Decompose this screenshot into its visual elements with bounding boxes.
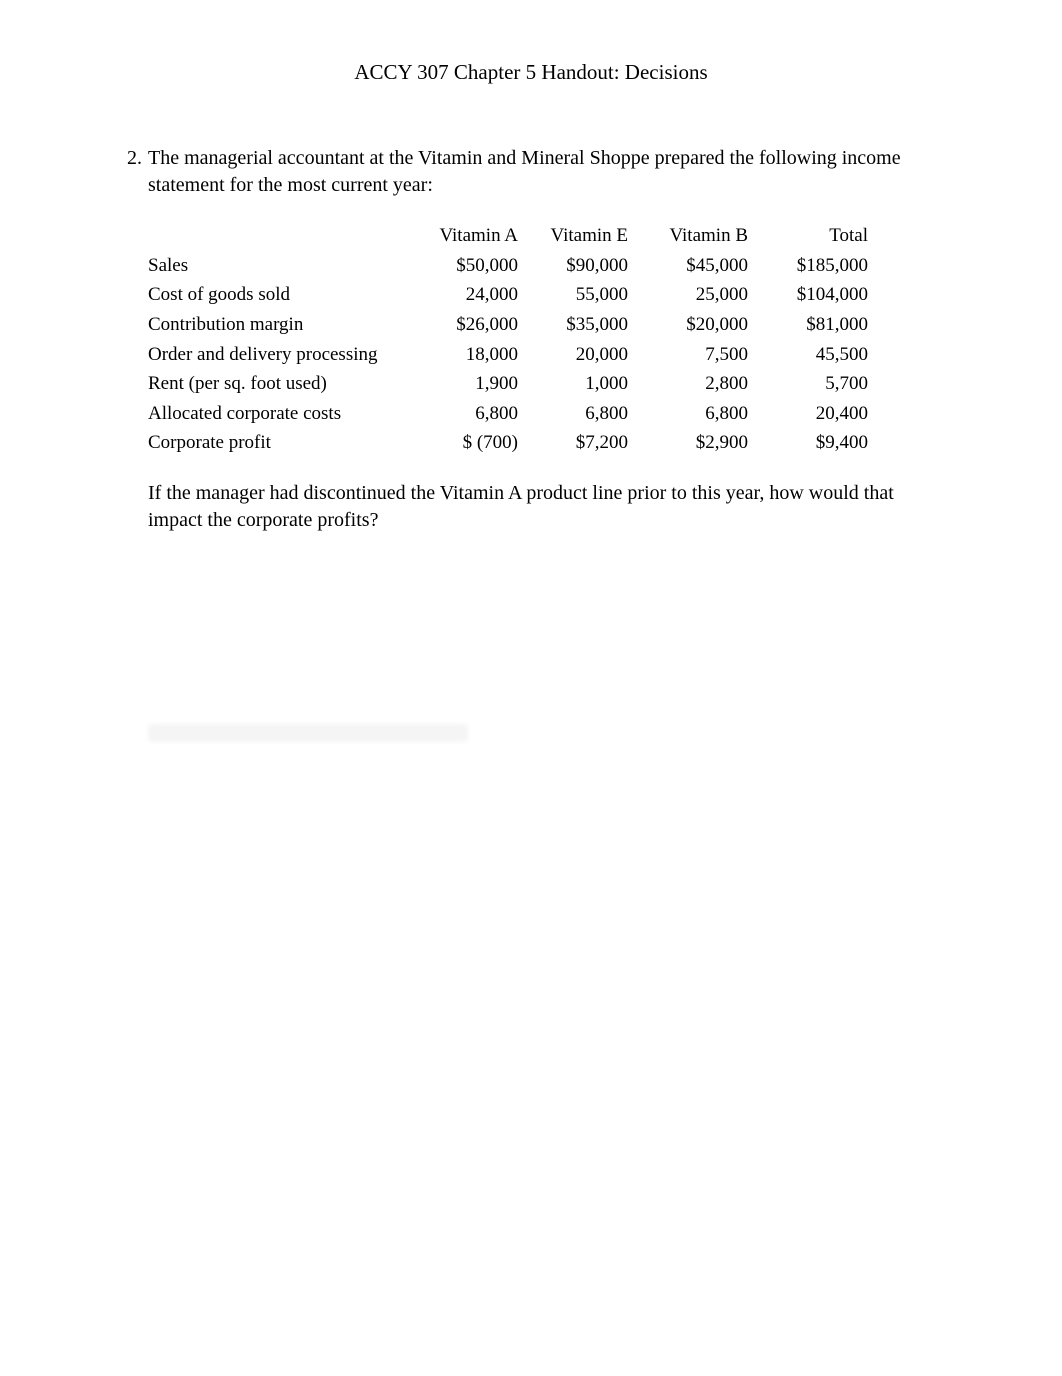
table-row: Rent (per sq. foot used) 1,900 1,000 2,8… xyxy=(148,369,868,399)
cell: 20,400 xyxy=(748,399,868,429)
question-body: The managerial accountant at the Vitamin… xyxy=(148,145,942,742)
question-block: 2. The managerial accountant at the Vita… xyxy=(120,145,942,742)
question-followup: If the manager had discontinued the Vita… xyxy=(148,480,942,534)
cell: 7,500 xyxy=(628,340,748,370)
cell: $9,400 xyxy=(748,428,868,458)
header-vitamin-b: Vitamin B xyxy=(628,221,748,251)
cell: $2,900 xyxy=(628,428,748,458)
cell: $81,000 xyxy=(748,310,868,340)
table-row: Contribution margin $26,000 $35,000 $20,… xyxy=(148,310,868,340)
cell: 1,000 xyxy=(518,369,628,399)
page-title: ACCY 307 Chapter 5 Handout: Decisions xyxy=(120,60,942,85)
cell: $50,000 xyxy=(408,251,518,281)
cell: 55,000 xyxy=(518,280,628,310)
row-label: Cost of goods sold xyxy=(148,280,408,310)
cell: $90,000 xyxy=(518,251,628,281)
row-label: Sales xyxy=(148,251,408,281)
cell: $7,200 xyxy=(518,428,628,458)
cell: 5,700 xyxy=(748,369,868,399)
row-label: Corporate profit xyxy=(148,428,408,458)
cell: 24,000 xyxy=(408,280,518,310)
cell: 20,000 xyxy=(518,340,628,370)
row-label: Rent (per sq. foot used) xyxy=(148,369,408,399)
cell: 45,500 xyxy=(748,340,868,370)
cell: 18,000 xyxy=(408,340,518,370)
table-row: Corporate profit $ (700) $7,200 $2,900 $… xyxy=(148,428,868,458)
row-label: Allocated corporate costs xyxy=(148,399,408,429)
row-label: Contribution margin xyxy=(148,310,408,340)
cell: 6,800 xyxy=(518,399,628,429)
blurred-region xyxy=(148,724,468,742)
cell: $45,000 xyxy=(628,251,748,281)
header-vitamin-e: Vitamin E xyxy=(518,221,628,251)
table-row: Cost of goods sold 24,000 55,000 25,000 … xyxy=(148,280,868,310)
table-row: Allocated corporate costs 6,800 6,800 6,… xyxy=(148,399,868,429)
cell: $104,000 xyxy=(748,280,868,310)
table-row: Sales $50,000 $90,000 $45,000 $185,000 xyxy=(148,251,868,281)
cell: $185,000 xyxy=(748,251,868,281)
cell: 2,800 xyxy=(628,369,748,399)
table-row: Order and delivery processing 18,000 20,… xyxy=(148,340,868,370)
header-blank xyxy=(148,221,408,251)
cell: 6,800 xyxy=(628,399,748,429)
cell: $26,000 xyxy=(408,310,518,340)
header-total: Total xyxy=(748,221,868,251)
income-statement-table: Vitamin A Vitamin E Vitamin B Total Sale… xyxy=(148,221,868,458)
cell: 25,000 xyxy=(628,280,748,310)
header-vitamin-a: Vitamin A xyxy=(408,221,518,251)
cell: $20,000 xyxy=(628,310,748,340)
row-label: Order and delivery processing xyxy=(148,340,408,370)
cell: $35,000 xyxy=(518,310,628,340)
cell: 1,900 xyxy=(408,369,518,399)
table-header-row: Vitamin A Vitamin E Vitamin B Total xyxy=(148,221,868,251)
cell: 6,800 xyxy=(408,399,518,429)
cell: $ (700) xyxy=(408,428,518,458)
question-intro: The managerial accountant at the Vitamin… xyxy=(148,145,942,199)
question-number: 2. xyxy=(120,145,148,172)
